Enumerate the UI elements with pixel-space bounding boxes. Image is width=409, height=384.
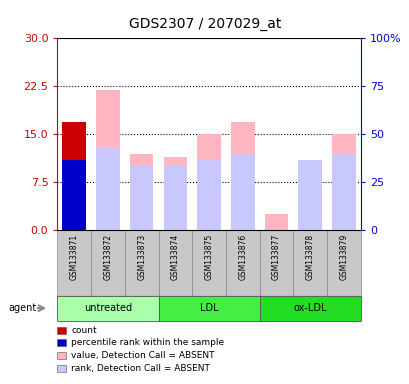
Bar — [264, 214, 288, 230]
Bar — [298, 160, 321, 230]
Bar — [326, 230, 360, 296]
Bar — [124, 230, 158, 296]
Bar — [163, 166, 187, 230]
Bar — [197, 134, 220, 230]
Bar — [91, 230, 124, 296]
Text: GSM133878: GSM133878 — [305, 233, 314, 280]
Bar — [62, 160, 86, 230]
Text: count: count — [71, 326, 97, 335]
Bar — [230, 154, 254, 230]
Text: GSM133879: GSM133879 — [339, 233, 348, 280]
Bar — [225, 230, 259, 296]
Text: GSM133873: GSM133873 — [137, 233, 146, 280]
Text: GDS2307 / 207029_at: GDS2307 / 207029_at — [128, 17, 281, 31]
Bar — [130, 166, 153, 230]
Text: untreated: untreated — [84, 303, 132, 313]
Bar — [57, 296, 158, 321]
Bar — [331, 154, 355, 230]
Text: GSM133875: GSM133875 — [204, 233, 213, 280]
Bar — [259, 296, 360, 321]
Text: value, Detection Call = ABSENT: value, Detection Call = ABSENT — [71, 351, 214, 360]
Bar — [130, 154, 153, 230]
Bar — [158, 230, 192, 296]
Bar — [293, 230, 326, 296]
Text: GSM133874: GSM133874 — [171, 233, 180, 280]
Text: GSM133876: GSM133876 — [238, 233, 247, 280]
Bar — [230, 122, 254, 230]
Bar — [158, 296, 259, 321]
Bar — [192, 230, 225, 296]
Bar — [298, 170, 321, 230]
Bar — [259, 230, 293, 296]
Text: GSM133871: GSM133871 — [70, 233, 79, 280]
Text: rank, Detection Call = ABSENT: rank, Detection Call = ABSENT — [71, 364, 210, 373]
Text: GSM133872: GSM133872 — [103, 233, 112, 280]
Bar — [331, 134, 355, 230]
Bar — [163, 157, 187, 230]
Text: GSM133877: GSM133877 — [271, 233, 280, 280]
Bar — [62, 122, 86, 230]
Bar — [96, 89, 119, 230]
Bar — [96, 147, 119, 230]
Text: percentile rank within the sample: percentile rank within the sample — [71, 338, 224, 348]
Bar — [57, 230, 91, 296]
Text: LDL: LDL — [199, 303, 218, 313]
Bar — [197, 160, 220, 230]
Text: ox-LDL: ox-LDL — [293, 303, 326, 313]
Text: agent: agent — [8, 303, 36, 313]
